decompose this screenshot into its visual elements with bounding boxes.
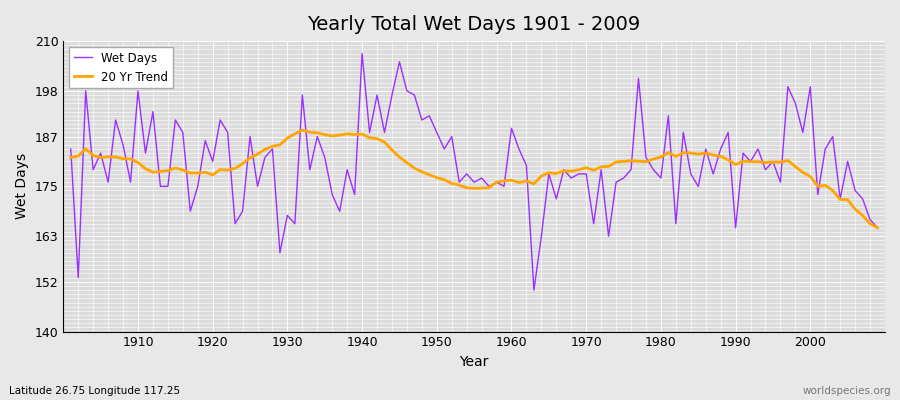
20 Yr Trend xyxy=(342,132,353,136)
Wet Days xyxy=(506,126,517,131)
Wet Days xyxy=(872,226,883,230)
Y-axis label: Wet Days: Wet Days xyxy=(15,153,29,220)
Wet Days xyxy=(356,51,367,56)
Wet Days xyxy=(514,147,525,152)
20 Yr Trend xyxy=(66,155,77,160)
Text: worldspecies.org: worldspecies.org xyxy=(803,386,891,396)
Wet Days xyxy=(334,209,345,214)
20 Yr Trend xyxy=(872,226,883,230)
Wet Days xyxy=(290,221,301,226)
Wet Days xyxy=(611,180,622,184)
20 Yr Trend xyxy=(603,164,614,169)
Title: Yearly Total Wet Days 1901 - 2009: Yearly Total Wet Days 1901 - 2009 xyxy=(308,15,641,34)
Wet Days xyxy=(528,288,539,292)
20 Yr Trend xyxy=(290,132,301,136)
Text: Latitude 26.75 Longitude 117.25: Latitude 26.75 Longitude 117.25 xyxy=(9,386,180,396)
20 Yr Trend xyxy=(125,156,136,161)
Legend: Wet Days, 20 Yr Trend: Wet Days, 20 Yr Trend xyxy=(69,47,173,88)
Wet Days xyxy=(125,180,136,184)
20 Yr Trend xyxy=(297,128,308,132)
X-axis label: Year: Year xyxy=(460,355,489,369)
20 Yr Trend xyxy=(514,180,525,185)
Wet Days xyxy=(66,147,77,152)
Line: 20 Yr Trend: 20 Yr Trend xyxy=(71,130,878,228)
Line: Wet Days: Wet Days xyxy=(71,54,878,290)
20 Yr Trend xyxy=(506,178,517,182)
